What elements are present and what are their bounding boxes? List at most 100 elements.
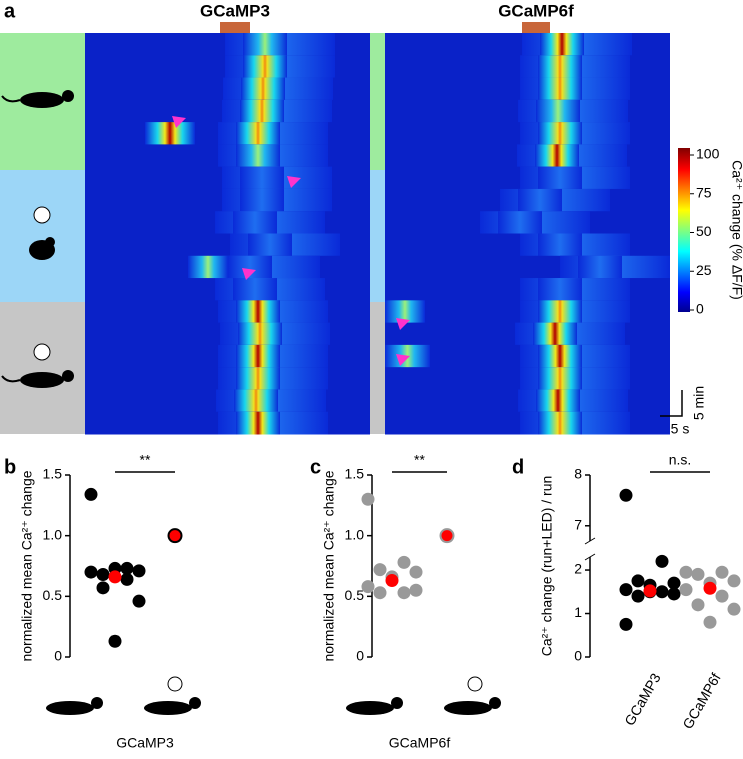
- data-point: [96, 567, 110, 581]
- data-point: [631, 589, 645, 603]
- x-tick-label: GCaMP3: [621, 670, 664, 728]
- data-point: [703, 581, 717, 595]
- heatmap-peak: [538, 122, 582, 145]
- scale-label: 5 s: [671, 421, 690, 437]
- panel-label: c: [310, 456, 321, 478]
- colorbar-tick-label: 25: [696, 262, 712, 278]
- y-tick-label: 0.5: [43, 587, 63, 603]
- data-point: [667, 587, 681, 601]
- colorbar-label: Ca²⁺ change (% ΔF/F): [729, 160, 743, 300]
- heatmap-peak: [538, 344, 582, 368]
- data-point: [715, 589, 729, 603]
- y-tick-label: 2: [574, 561, 582, 577]
- x-axis-label: GCaMP6f: [389, 735, 451, 751]
- y-tick-label: 1.0: [345, 526, 365, 542]
- data-point: [643, 584, 657, 598]
- stimulus-bar: [522, 22, 550, 33]
- heatmap-peak: [538, 233, 582, 257]
- data-point: [397, 586, 411, 600]
- heatmap-peak: [538, 367, 582, 390]
- x-icons: [46, 676, 501, 715]
- data-point: [619, 488, 633, 502]
- data-point: [655, 585, 669, 599]
- condition-strip: [370, 170, 385, 302]
- y-tick-label: 0.5: [345, 587, 365, 603]
- heatmap-peak: [241, 77, 285, 101]
- y-axis-label: normalized mean Ca²⁺ change: [19, 470, 35, 661]
- data-point: [167, 528, 183, 544]
- data-point: [727, 574, 741, 588]
- data-point: [108, 570, 122, 584]
- colorbar-tick-label: 75: [696, 184, 712, 200]
- heatmap-peak: [236, 300, 280, 324]
- data-point: [373, 563, 387, 577]
- heatmap-peak: [540, 33, 584, 56]
- y-axis-label: Ca²⁺ change (run+LED) / run: [539, 476, 555, 657]
- heatmap-peak: [236, 144, 280, 168]
- heatmap-peak: [240, 188, 284, 212]
- data-point: [361, 580, 375, 594]
- data-point: [631, 574, 645, 588]
- panel-label: d: [512, 456, 524, 478]
- scale-label: 5 min: [691, 386, 707, 420]
- heatmap-title: GCaMP3: [200, 1, 270, 20]
- significance: n.s.: [669, 452, 692, 468]
- x-axis-label: GCaMP3: [116, 735, 174, 751]
- y-tick-label: 0: [356, 648, 364, 664]
- heatmap-peak: [236, 344, 280, 368]
- y-tick-label: 0: [54, 648, 62, 664]
- heatmap-peak: [498, 211, 542, 234]
- data-point: [691, 567, 705, 581]
- heatmap-peak: [240, 99, 284, 123]
- significance: **: [140, 452, 151, 468]
- y-tick-label: 1.5: [43, 466, 63, 482]
- heatmap-peak: [533, 322, 577, 346]
- data-point: [727, 602, 741, 616]
- data-point: [120, 572, 134, 586]
- data-point: [397, 555, 411, 569]
- data-point: [619, 617, 633, 631]
- heatmap-peak: [536, 389, 580, 413]
- scale-bar: [660, 390, 683, 417]
- data-point: [108, 634, 122, 648]
- panel-a: [0, 22, 690, 435]
- colorbar-tick-label: 50: [696, 223, 712, 239]
- data-point: [679, 565, 693, 579]
- data-point: [679, 583, 693, 597]
- heatmap-peak: [233, 278, 277, 301]
- condition-strip: [370, 302, 385, 434]
- data-point: [619, 583, 633, 597]
- data-point: [96, 581, 110, 595]
- significance: **: [414, 452, 425, 468]
- condition-led: [0, 170, 85, 302]
- y-tick-label: 8: [574, 466, 582, 482]
- heatmap-peak: [538, 166, 582, 190]
- data-point: [703, 615, 717, 629]
- y-axis-label: normalized mean Ca²⁺ change: [321, 470, 337, 661]
- data-point: [715, 565, 729, 579]
- data-point: [120, 561, 134, 575]
- data-point: [409, 565, 423, 579]
- panel-label: a: [4, 0, 16, 22]
- heatmap-peak: [536, 99, 580, 123]
- heatmap-peak: [538, 77, 582, 101]
- heatmap-peak: [578, 255, 622, 279]
- stimulus-bar: [220, 22, 250, 33]
- heatmap-peak: [234, 389, 278, 413]
- heatmap-peak: [535, 144, 579, 168]
- heatmap-transient: [385, 300, 425, 323]
- heatmap-peak: [248, 233, 292, 257]
- heatmap-peak: [240, 166, 284, 190]
- heatmap-peak: [538, 411, 582, 435]
- heatmap-peak: [538, 300, 582, 324]
- arrowheads: [172, 116, 410, 366]
- y-tick-label: 1: [574, 604, 582, 620]
- heatmap-peak: [228, 255, 272, 279]
- data-point: [667, 576, 681, 590]
- heatmap-peak: [238, 322, 282, 346]
- heatmap-title: GCaMP6f: [498, 1, 574, 20]
- heatmap-transient: [145, 122, 195, 145]
- axis-break: [584, 537, 596, 561]
- heatmap-peak: [243, 55, 287, 79]
